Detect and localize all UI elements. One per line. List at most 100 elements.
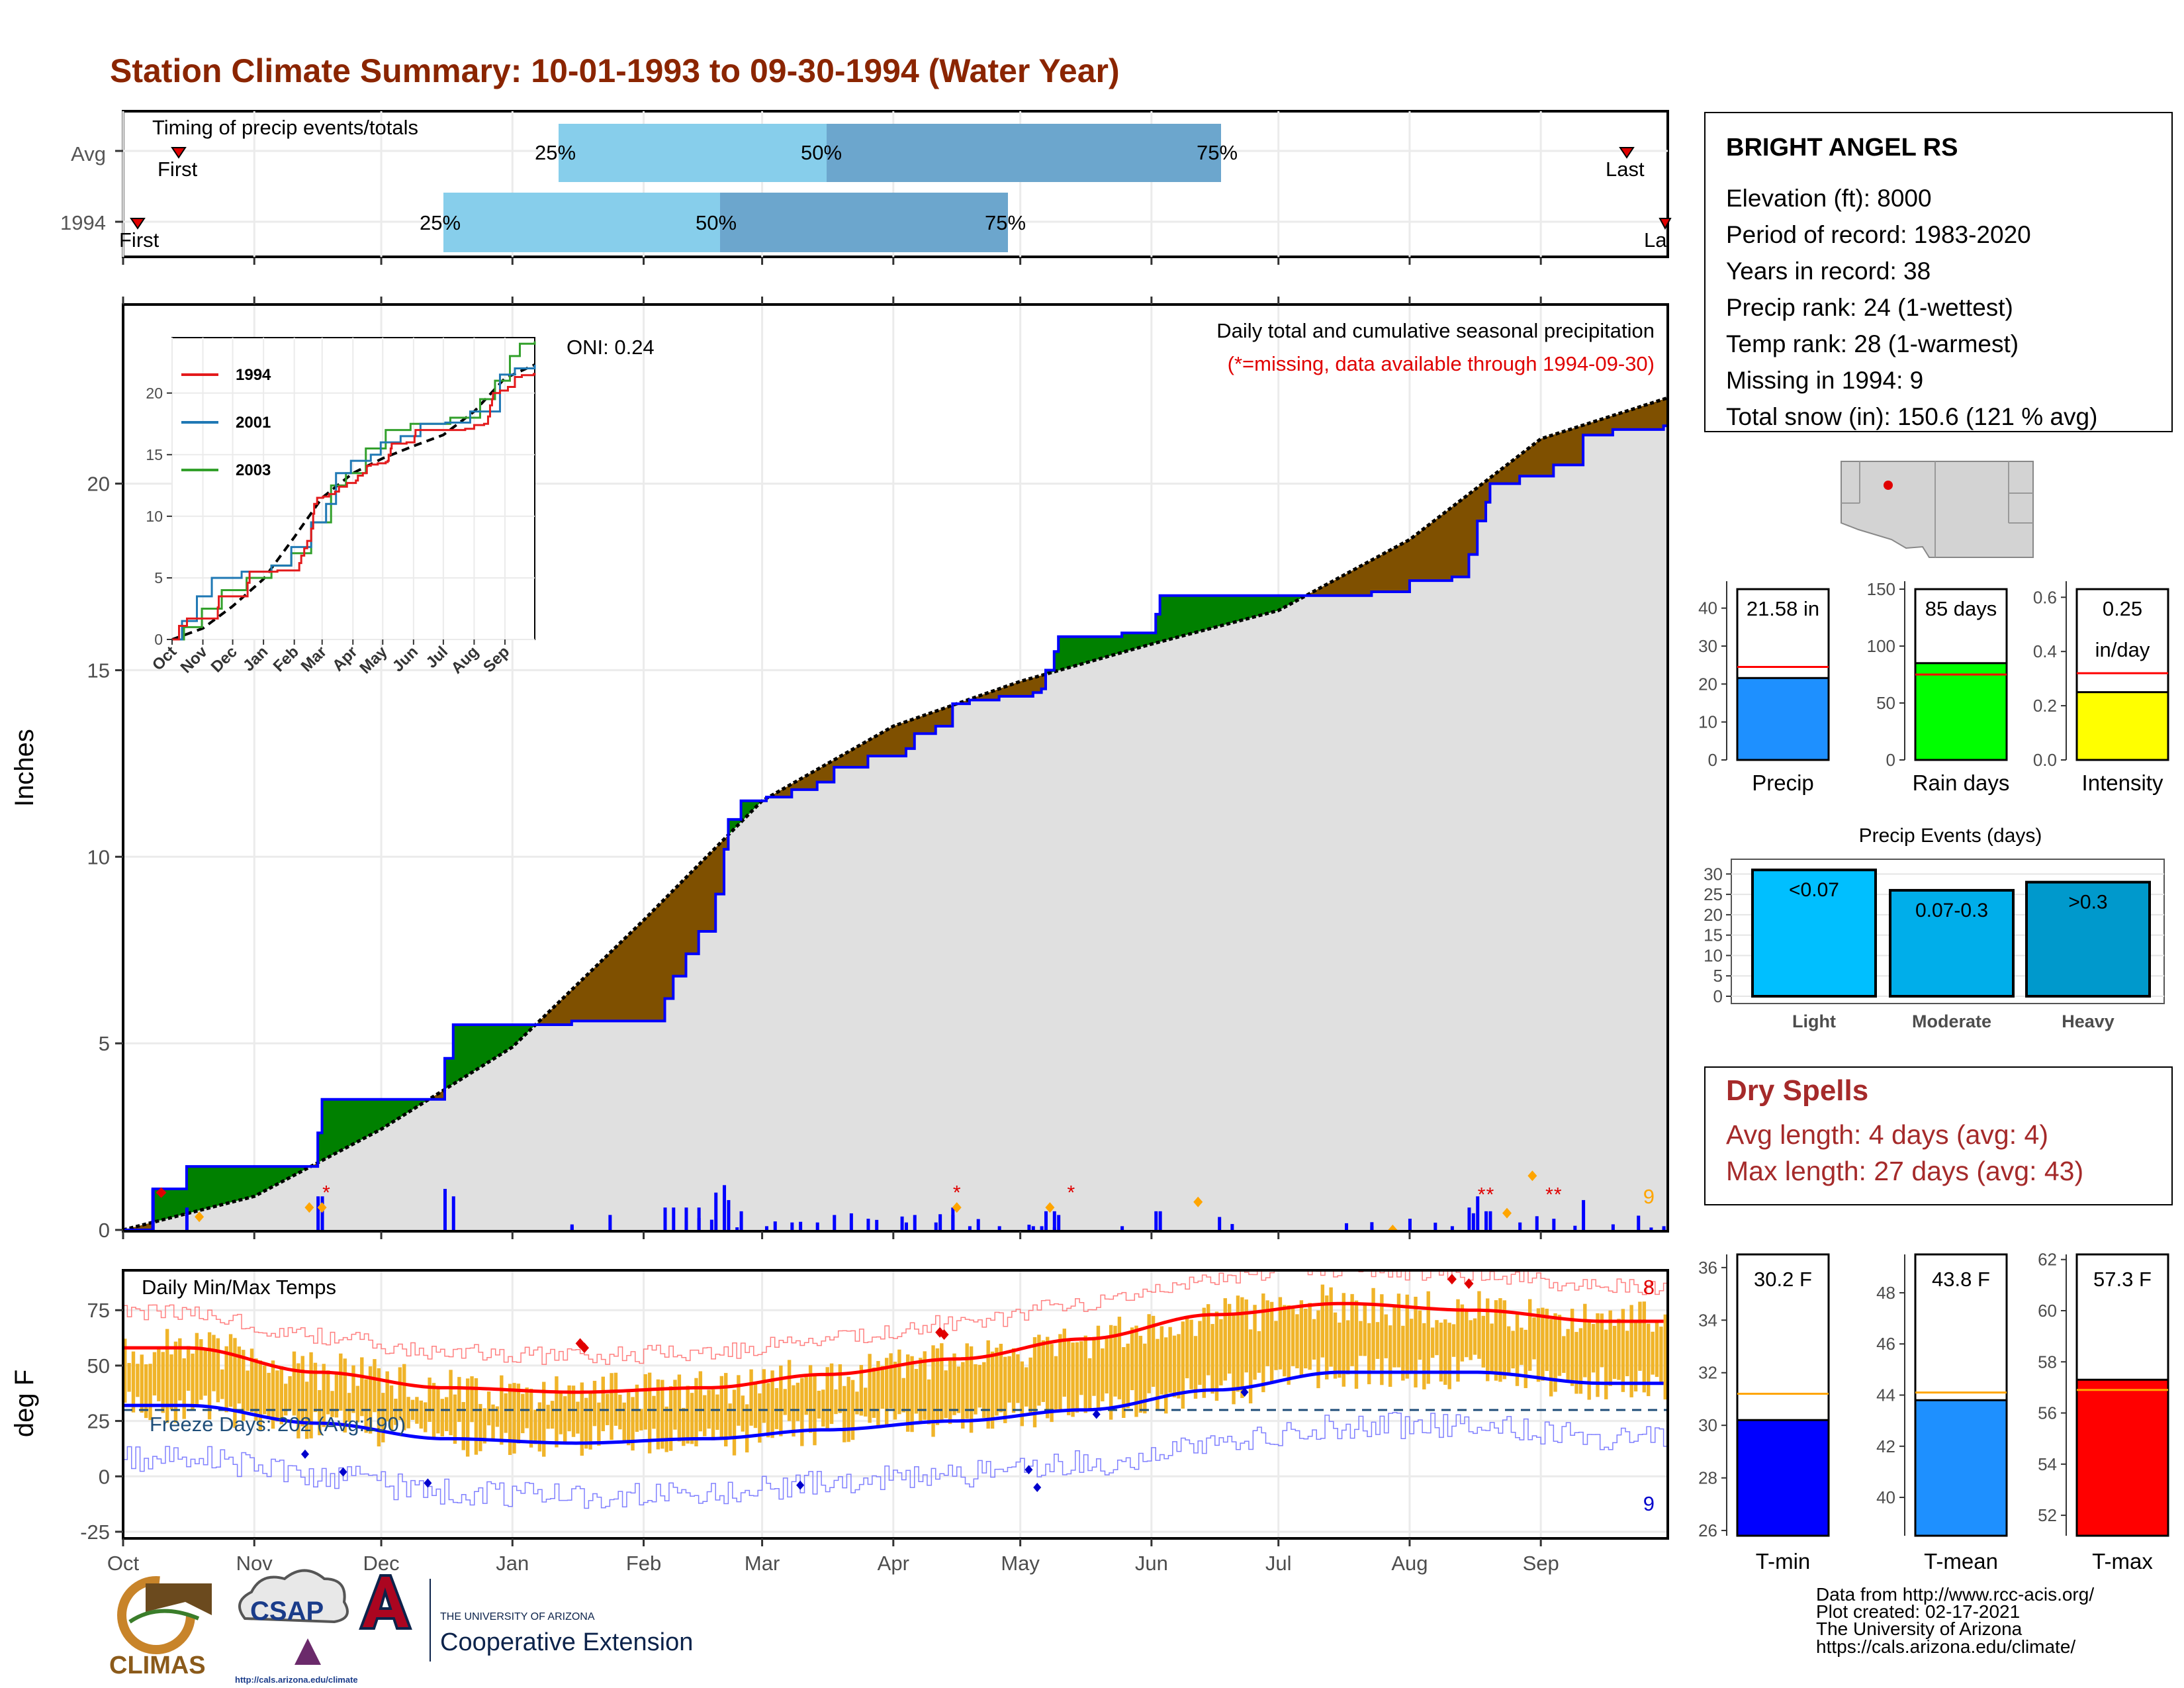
daily-temp-range-bar <box>470 1376 474 1423</box>
daily-temp-range-bar <box>576 1401 580 1434</box>
legend-2001-label: 2001 <box>236 414 271 432</box>
daily-temp-range-bar <box>246 1370 250 1411</box>
dry-spells-max: Max length: 27 days (avg: 43) <box>1726 1156 2083 1186</box>
summary-value-unit: in/day <box>2095 638 2150 661</box>
daily-temp-range-bar <box>1443 1319 1447 1385</box>
daily-temp-range-bar <box>495 1406 500 1427</box>
station-line-snow: Total snow (in): 150.6 (121 % avg) <box>1726 403 2097 430</box>
daily-temp-range-bar <box>1566 1329 1570 1381</box>
daily-temp-range-bar <box>660 1380 664 1449</box>
daily-temp-range-bar <box>453 1394 457 1444</box>
daily-temp-range-bar <box>1299 1300 1304 1378</box>
temp-summary-value-bar <box>1914 1399 2008 1537</box>
daily-temp-range-bar <box>504 1393 508 1433</box>
daily-precip-bar <box>735 1227 739 1230</box>
daily-temp-range-bar <box>787 1360 792 1421</box>
daily-precip-bar <box>1488 1211 1492 1230</box>
avg-max-temp-line <box>123 1301 1664 1394</box>
snow-marker <box>1527 1170 1537 1182</box>
daily-temp-range-bar <box>961 1362 965 1429</box>
daily-temp-range-bar <box>1511 1331 1515 1369</box>
daily-temp-range-bar <box>1083 1335 1087 1413</box>
daily-temp-range-bar <box>343 1358 347 1433</box>
daily-temp-range-bar <box>643 1374 647 1430</box>
daily-precip-bar <box>934 1222 938 1230</box>
daily-temp-range-bar <box>1596 1313 1600 1397</box>
daily-temp-range-bar <box>173 1341 178 1423</box>
summary-precip-chart: 0 10 20 30 40 21.58 in Precip <box>1698 581 1830 795</box>
dry-spells-title: Dry Spells <box>1726 1074 1868 1107</box>
temp-summary-t-mean-chart: 40 42 44 46 48 43.8 F T-mean <box>1876 1253 2008 1573</box>
record-low-marker <box>300 1449 309 1459</box>
daily-temp-range-bar <box>1219 1319 1223 1385</box>
daily-temp-range-bar <box>1261 1293 1265 1393</box>
daily-temp-range-bar <box>770 1370 774 1438</box>
daily-temp-range-bar <box>893 1362 897 1420</box>
avg-50-75-bar <box>827 124 1221 182</box>
avg-last-marker <box>1619 147 1635 159</box>
daily-temp-range-bar <box>838 1364 842 1413</box>
daily-temp-range-bar <box>626 1392 631 1446</box>
daily-temp-range-bar <box>529 1388 533 1448</box>
daily-temp-range-bar <box>1583 1303 1587 1378</box>
inset-1994-line <box>172 373 536 641</box>
daily-temp-range-bar <box>1507 1326 1511 1376</box>
y1994-last-label: La <box>1644 228 1667 252</box>
daily-temp-range-bar <box>682 1407 686 1446</box>
daily-temp-range-bar <box>1198 1321 1202 1385</box>
summary-y-tick-label: 100 <box>1867 636 1895 656</box>
daily-temp-range-bar <box>555 1376 559 1448</box>
daily-precip-bar <box>1052 1227 1056 1230</box>
daily-temp-range-bar <box>1151 1315 1156 1387</box>
daily-temp-range-bar <box>610 1373 614 1440</box>
daily-precip-bar <box>1471 1213 1475 1230</box>
daily-temp-range-bar <box>686 1385 690 1444</box>
freeze-days-label: Freeze Days: 202 (Avg:190) <box>150 1413 406 1436</box>
daily-temp-range-bar <box>1016 1354 1020 1403</box>
daily-temp-range-bar <box>1338 1322 1342 1378</box>
summary-y-tick-label: 20 <box>1698 674 1717 694</box>
daily-temp-range-bar <box>131 1351 136 1413</box>
daily-precip-bar <box>151 1188 155 1230</box>
temp-summary-y-tick-label: 58 <box>2038 1352 2057 1372</box>
daily-temp-range-bar <box>165 1329 169 1423</box>
daily-temp-range-bar <box>1578 1328 1583 1394</box>
inset-legend: 1994 2001 2003 <box>181 366 271 479</box>
daily-temp-range-bar <box>491 1404 495 1440</box>
temp-summary-y-tick-label: 36 <box>1698 1258 1717 1278</box>
daily-temp-range-bar <box>1409 1319 1414 1374</box>
daily-temp-range-bar <box>140 1354 144 1413</box>
daily-precip-bar <box>1518 1222 1522 1230</box>
missing-data-marker: * <box>322 1182 330 1204</box>
avg-first-label: First <box>158 158 198 181</box>
daily-temp-range-bar <box>631 1397 635 1451</box>
daily-temp-range-bar <box>1011 1348 1016 1413</box>
daily-temp-range-bar <box>1612 1325 1617 1380</box>
daily-precip-bar <box>1535 1216 1539 1230</box>
daily-temp-range-bar <box>753 1384 758 1429</box>
events-y-tick-label: 10 <box>1704 945 1723 965</box>
avg-50-label: 50% <box>801 141 842 164</box>
avg-25-label: 25% <box>535 141 576 164</box>
daily-temp-range-bar <box>1181 1321 1185 1409</box>
daily-precip-bar <box>1154 1211 1158 1230</box>
daily-temp-range-bar <box>885 1358 889 1426</box>
daily-temp-range-bar <box>749 1369 753 1426</box>
events-category-label: Light <box>1792 1011 1836 1031</box>
daily-temp-range-bar <box>1405 1294 1409 1379</box>
daily-temp-range-bar <box>279 1366 283 1425</box>
daily-temp-range-bar <box>127 1363 131 1392</box>
daily-temp-range-bar <box>808 1365 813 1433</box>
daily-precip-bar <box>1040 1226 1044 1230</box>
daily-temp-range-bar <box>406 1397 410 1429</box>
daily-precip-bar <box>866 1219 870 1230</box>
daily-temp-range-bar <box>1037 1335 1041 1406</box>
events-bar-light <box>1751 868 1877 998</box>
daily-temp-range-bar <box>588 1390 592 1450</box>
missing-data-marker: * <box>1068 1182 1075 1204</box>
daily-temp-range-bar <box>1185 1316 1189 1379</box>
daily-precip-bar <box>723 1185 727 1230</box>
month-label: Apr <box>878 1552 909 1575</box>
daily-temp-range-bar <box>1414 1296 1418 1387</box>
daily-precip-bar <box>773 1221 777 1230</box>
